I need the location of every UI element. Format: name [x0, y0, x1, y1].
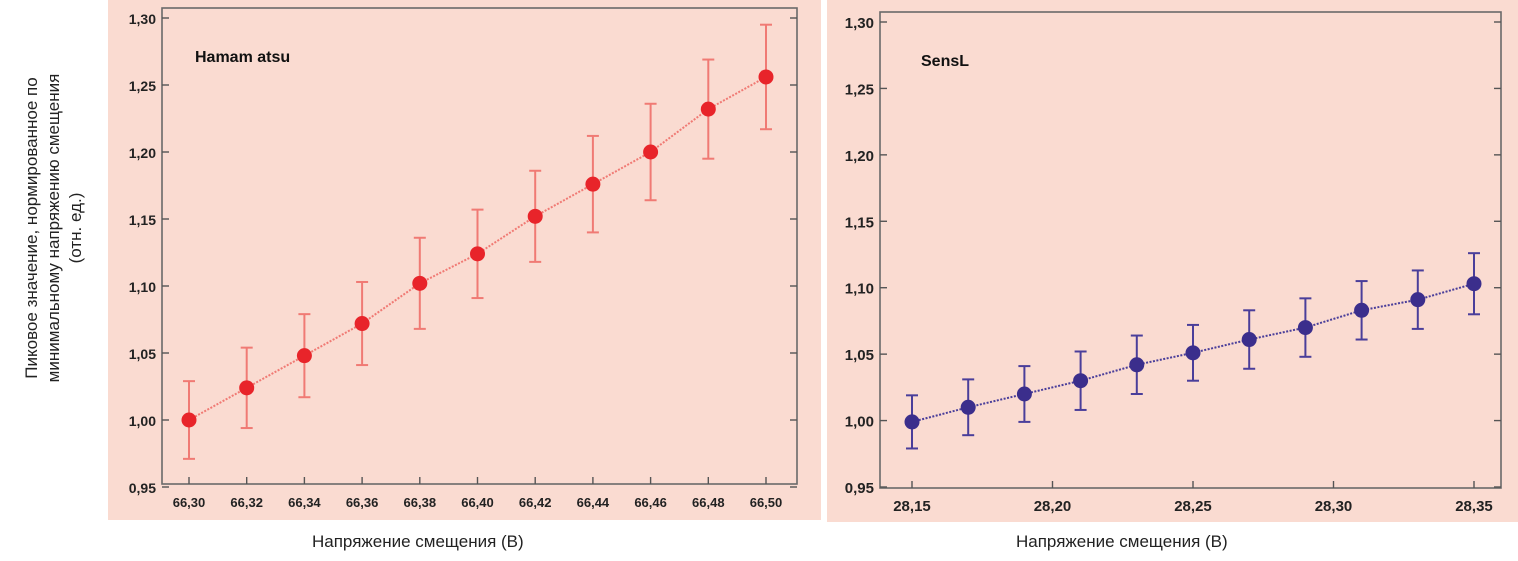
x-tick-label: 28,35	[1455, 498, 1493, 515]
chart-background	[827, 0, 1518, 522]
data-point	[412, 275, 428, 291]
data-point	[758, 69, 774, 85]
x-tick-label: 66,38	[404, 495, 437, 510]
data-point	[1073, 373, 1089, 389]
x-tick-label: 28,30	[1315, 498, 1353, 515]
data-point	[1297, 320, 1313, 336]
data-point	[470, 246, 485, 262]
data-point	[1410, 292, 1426, 308]
x-tick-label: 66,42	[519, 495, 552, 510]
chart-annotation: SensL	[921, 53, 969, 70]
y-tick-label: 1,05	[129, 346, 156, 362]
data-point	[239, 380, 255, 396]
y-tick-label: 1,10	[129, 279, 156, 295]
y-tick-label: 1,00	[845, 414, 874, 431]
x-tick-label: 66,32	[230, 495, 263, 510]
data-point	[1129, 357, 1145, 373]
y-tick-label: 0,95	[845, 480, 874, 497]
x-tick-label: 66,48	[692, 495, 725, 510]
data-point	[1354, 302, 1370, 318]
data-point	[700, 101, 716, 117]
data-point	[354, 316, 370, 332]
y-axis-title-line: Пиковое значение, нормированное по	[22, 77, 41, 379]
data-point	[904, 414, 920, 430]
y-tick-label: 1,30	[845, 15, 874, 32]
sensl-chart-svg: 0,95 1,00 1,05 1,10 1,15 1,20 1,25 1,30 28,15 28,…	[827, 0, 1518, 522]
chart-panel-hamamatsu: 0,95 1,00 1,05 1,10 1,15 1,20 1,25 1,30 66,30 66,…	[108, 0, 821, 520]
x-tick-label: 66,40	[461, 495, 494, 510]
x-axis-title-right: Напряжение смещения (В)	[1016, 532, 1228, 551]
y-tick-label: 1,05	[845, 347, 874, 364]
y-tick-label: 1,10	[845, 281, 874, 298]
x-tick-label: 28,20	[1034, 498, 1072, 515]
x-tick-label: 28,25	[1174, 498, 1212, 515]
x-axis-title-left: Напряжение смещения (В)	[312, 532, 524, 551]
plot-frame	[879, 11, 1502, 489]
data-point	[1185, 345, 1201, 361]
x-tick-label: 66,44	[577, 495, 610, 510]
data-point	[181, 412, 197, 428]
chart-panel-sensl: 0,95 1,00 1,05 1,10 1,15 1,20 1,25 1,30 28,15 28,…	[827, 0, 1518, 522]
y-tick-label: 1,15	[129, 212, 156, 228]
data-point	[585, 176, 601, 192]
y-tick-label: 1,00	[129, 413, 156, 429]
y-tick-label: 1,15	[845, 214, 874, 231]
y-tick-label: 1,30	[129, 11, 156, 27]
y-tick-label: 1,20	[129, 145, 156, 161]
y-axis-title: Пиковое значение, нормированное по миним…	[0, 0, 108, 520]
data-point	[1466, 276, 1482, 292]
y-tick-label: 1,25	[129, 78, 156, 94]
data-point	[296, 348, 312, 364]
data-point	[643, 144, 659, 160]
data-point	[1016, 386, 1032, 402]
x-tick-label: 66,30	[173, 495, 206, 510]
x-tick-label: 66,34	[288, 495, 321, 510]
hamamatsu-chart-svg: 0,95 1,00 1,05 1,10 1,15 1,20 1,25 1,30 66,30 66,…	[108, 0, 821, 520]
chart-annotation: Hamam atsu	[195, 49, 290, 66]
plot-frame	[161, 7, 798, 485]
y-tick-label: 0,95	[129, 480, 156, 496]
y-axis-title-line: (отн. ед.)	[66, 192, 85, 264]
x-tick-label: 66,50	[750, 495, 783, 510]
y-tick-label: 1,20	[845, 148, 874, 165]
data-point	[960, 399, 976, 415]
x-tick-label: 66,36	[346, 495, 379, 510]
y-tick-label: 1,25	[845, 81, 874, 98]
data-point	[527, 208, 543, 224]
x-tick-label: 66,46	[634, 495, 667, 510]
y-axis-title-line: минимальному напряжению смещения	[44, 73, 63, 383]
data-point	[1241, 332, 1257, 348]
x-tick-label: 28,15	[893, 498, 931, 515]
